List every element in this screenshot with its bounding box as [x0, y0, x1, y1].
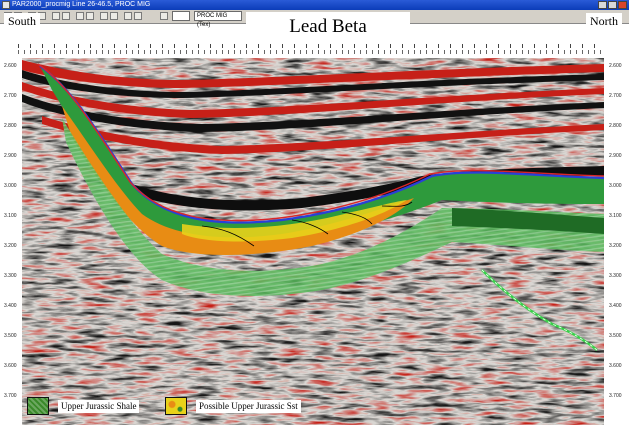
- pick-line: [291, 219, 329, 235]
- north-label: North: [586, 13, 622, 29]
- seismic-section[interactable]: [22, 58, 604, 425]
- horizon-icon[interactable]: [52, 12, 60, 20]
- time-tick-label: 3.000: [4, 183, 17, 189]
- legend-label-shale: Upper Jurassic Shale: [58, 400, 140, 413]
- time-tick-label: 3.100: [4, 213, 17, 219]
- time-tick-label: 3.300: [609, 273, 622, 279]
- maximize-button[interactable]: [608, 1, 617, 9]
- time-tick-label: 3.200: [609, 243, 622, 249]
- south-label: South: [4, 13, 41, 29]
- lock-icon[interactable]: [134, 12, 142, 20]
- time-tick-label: 2.900: [4, 153, 17, 159]
- trace-axis: [18, 42, 606, 58]
- reflector-band: [22, 94, 604, 132]
- reflector-band: [22, 82, 604, 118]
- time-tick-label: 2.800: [609, 123, 622, 129]
- horizon-red: [37, 63, 604, 222]
- reflector-band: [22, 70, 604, 98]
- time-tick-label: 3.600: [4, 363, 17, 369]
- time-tick-label: 2.700: [4, 93, 17, 99]
- time-tick-label: 3.000: [609, 183, 622, 189]
- display-icon[interactable]: [100, 12, 108, 20]
- volume-select[interactable]: PROC MIG (Tex): [194, 11, 242, 28]
- time-tick-label: 2.600: [4, 63, 17, 69]
- window-title: PAR2000_procmig Line 26-46.5, PROC MIG: [12, 1, 151, 8]
- trace-ticks: [18, 44, 606, 48]
- minimize-button[interactable]: [598, 1, 607, 9]
- time-tick-label: 3.700: [609, 393, 622, 399]
- time-tick-label: 2.800: [4, 123, 17, 129]
- time-tick-label: 3.700: [4, 393, 17, 399]
- cdp-ticks: [18, 50, 606, 54]
- time-tick-label: 2.700: [609, 93, 622, 99]
- possible-sst-core: [182, 200, 407, 242]
- pick-line: [201, 225, 255, 247]
- pick-line: [381, 201, 413, 207]
- time-tick-label: 3.600: [609, 363, 622, 369]
- time-tick-label: 3.400: [609, 303, 622, 309]
- fault-icon[interactable]: [62, 12, 70, 20]
- reflector-band: [22, 60, 604, 88]
- close-button[interactable]: [618, 1, 627, 9]
- right-time-axis: [604, 58, 629, 425]
- legend-label-sst: Possible Upper Jurassic Sst: [196, 400, 301, 413]
- time-tick-label: 3.200: [4, 243, 17, 249]
- time-tick-label: 3.500: [4, 333, 17, 339]
- app-icon: [2, 1, 10, 9]
- legend-swatch-sst: [165, 397, 187, 415]
- time-tick-label: 2.900: [609, 153, 622, 159]
- time-tick-label: 3.300: [4, 273, 17, 279]
- reflector-band: [42, 116, 604, 154]
- scale-select[interactable]: [172, 11, 190, 21]
- window-controls: [598, 1, 627, 9]
- window-title-bar: PAR2000_procmig Line 26-46.5, PROC MIG: [0, 0, 629, 10]
- palette-icon[interactable]: [110, 12, 118, 20]
- grid-icon[interactable]: [86, 12, 94, 20]
- fault-line-highlight: [481, 269, 598, 351]
- settings-icon[interactable]: [160, 12, 168, 20]
- legend-swatch-shale: [27, 397, 49, 415]
- time-tick-label: 3.100: [609, 213, 622, 219]
- pick-line: [341, 211, 373, 225]
- print-icon[interactable]: [124, 12, 132, 20]
- shale-base-band: [452, 208, 604, 234]
- measure-icon[interactable]: [76, 12, 84, 20]
- time-tick-label: 3.500: [609, 333, 622, 339]
- time-tick-label: 2.600: [609, 63, 622, 69]
- time-tick-label: 3.400: [4, 303, 17, 309]
- left-time-axis: [0, 58, 22, 425]
- upper-jurassic-shale-top: [40, 66, 604, 244]
- section-title: Lead Beta: [246, 12, 410, 42]
